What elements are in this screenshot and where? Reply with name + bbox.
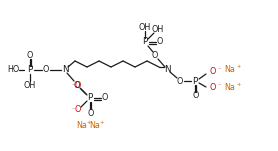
Text: P: P: [27, 66, 33, 74]
Text: Na: Na: [225, 84, 235, 93]
Text: Na: Na: [225, 64, 235, 74]
Text: +: +: [87, 120, 91, 125]
Text: O: O: [74, 80, 80, 90]
Text: O: O: [157, 37, 163, 47]
Text: ⁻: ⁻: [71, 109, 75, 114]
Text: Na: Na: [76, 122, 88, 130]
Text: +: +: [237, 64, 241, 69]
Text: O: O: [210, 67, 216, 77]
Text: Na: Na: [90, 122, 100, 130]
Text: O: O: [193, 92, 199, 101]
Text: O: O: [210, 84, 216, 93]
Text: O: O: [43, 66, 49, 74]
Text: OH: OH: [139, 22, 151, 32]
Text: +: +: [100, 120, 104, 125]
Text: O: O: [75, 106, 81, 114]
Text: P: P: [192, 77, 198, 85]
Text: HO: HO: [7, 66, 19, 74]
Text: O: O: [152, 50, 158, 59]
Text: P: P: [87, 93, 93, 103]
Text: O: O: [75, 82, 81, 90]
Text: OH: OH: [24, 80, 36, 90]
Text: O: O: [102, 93, 108, 103]
Text: O: O: [177, 77, 183, 85]
Text: ⁻: ⁻: [217, 69, 220, 74]
Text: N: N: [164, 66, 170, 74]
Text: N: N: [62, 66, 68, 74]
Text: ⁻: ⁻: [71, 85, 75, 90]
Text: +: +: [237, 82, 241, 87]
Text: O: O: [27, 51, 33, 61]
Text: O: O: [88, 109, 94, 117]
Text: P: P: [142, 37, 148, 47]
Text: OH: OH: [152, 24, 164, 34]
Text: ⁻: ⁻: [217, 85, 220, 90]
